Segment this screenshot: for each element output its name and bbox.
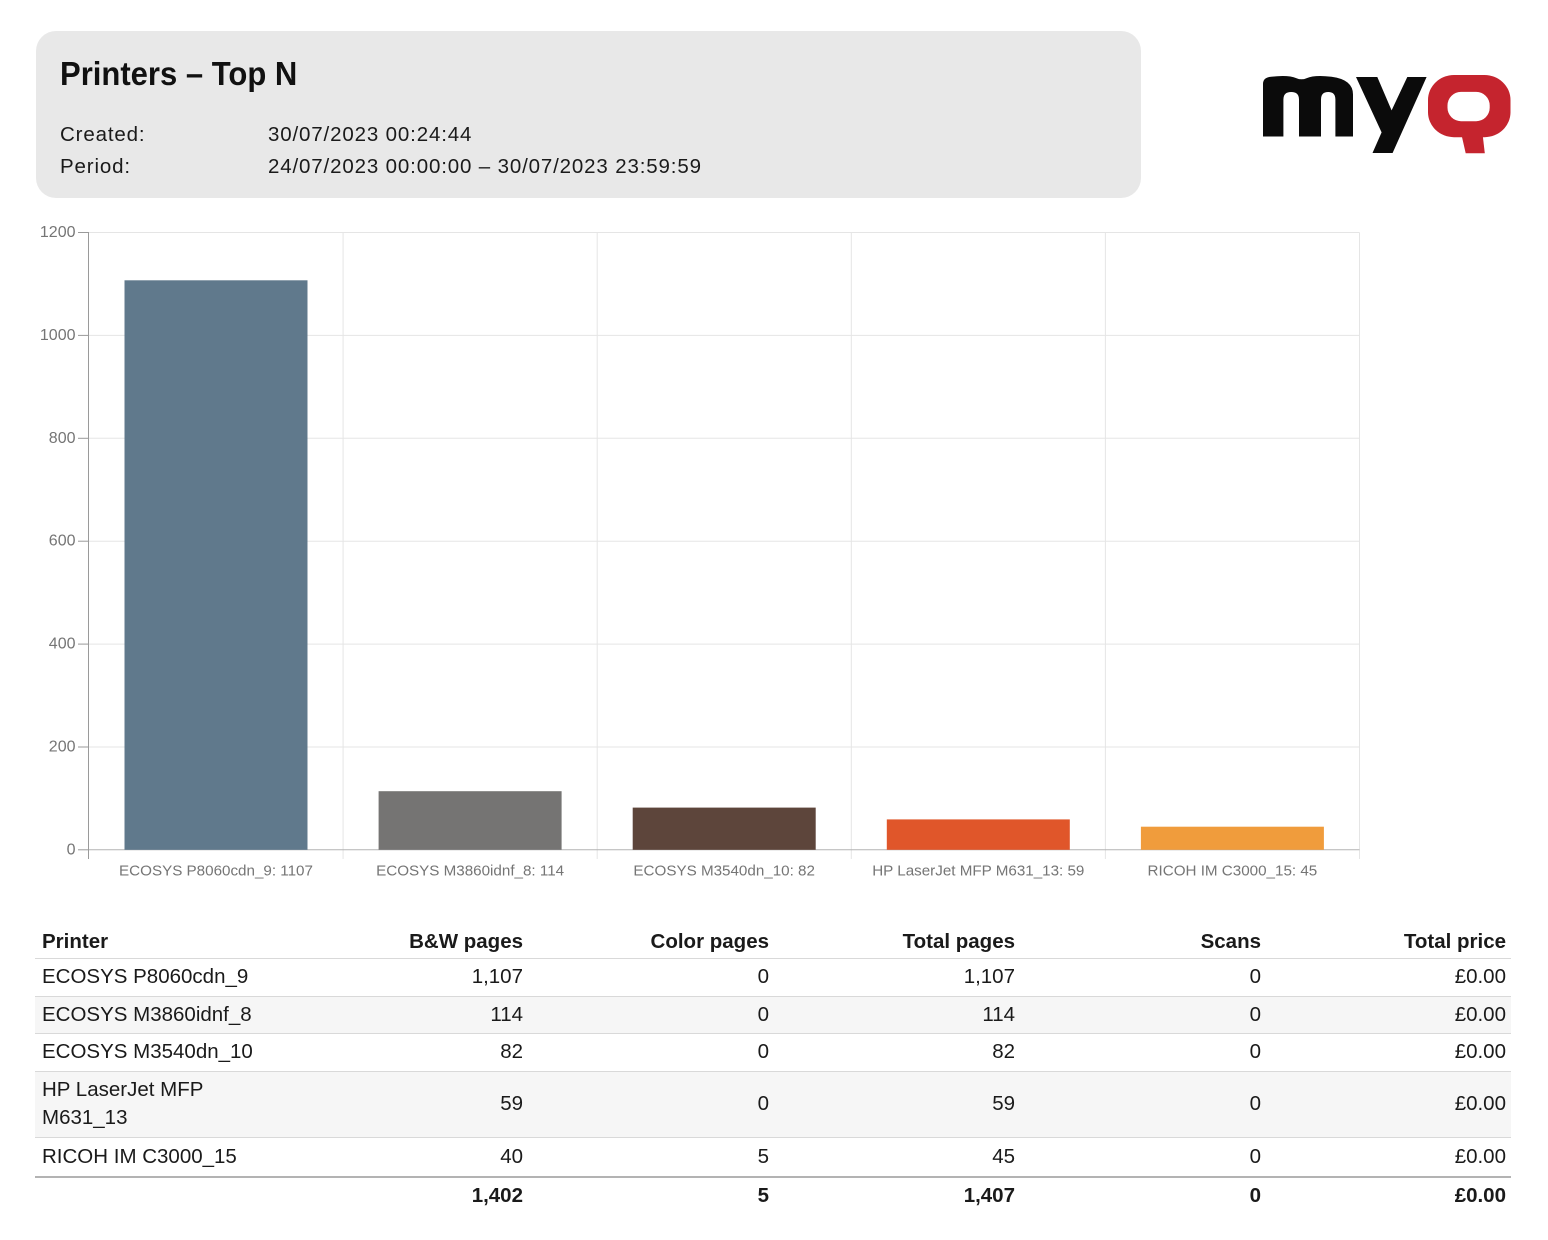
svg-text:1200: 1200	[40, 224, 76, 241]
svg-text:ECOSYS P8060cdn_9: 1107: ECOSYS P8060cdn_9: 1107	[119, 863, 313, 880]
svg-text:0: 0	[67, 841, 76, 858]
svg-text:600: 600	[49, 533, 76, 550]
svg-text:ECOSYS M3860idnf_8: 114: ECOSYS M3860idnf_8: 114	[376, 863, 564, 880]
svg-text:HP LaserJet MFP M631_13: 59: HP LaserJet MFP M631_13: 59	[872, 863, 1084, 880]
svg-text:800: 800	[49, 430, 76, 447]
svg-text:400: 400	[49, 636, 76, 653]
svg-text:200: 200	[49, 739, 76, 756]
svg-text:ECOSYS M3540dn_10: 82: ECOSYS M3540dn_10: 82	[633, 863, 815, 880]
svg-text:RICOH IM C3000_15: 45: RICOH IM C3000_15: 45	[1148, 863, 1318, 880]
svg-text:1000: 1000	[40, 327, 76, 344]
